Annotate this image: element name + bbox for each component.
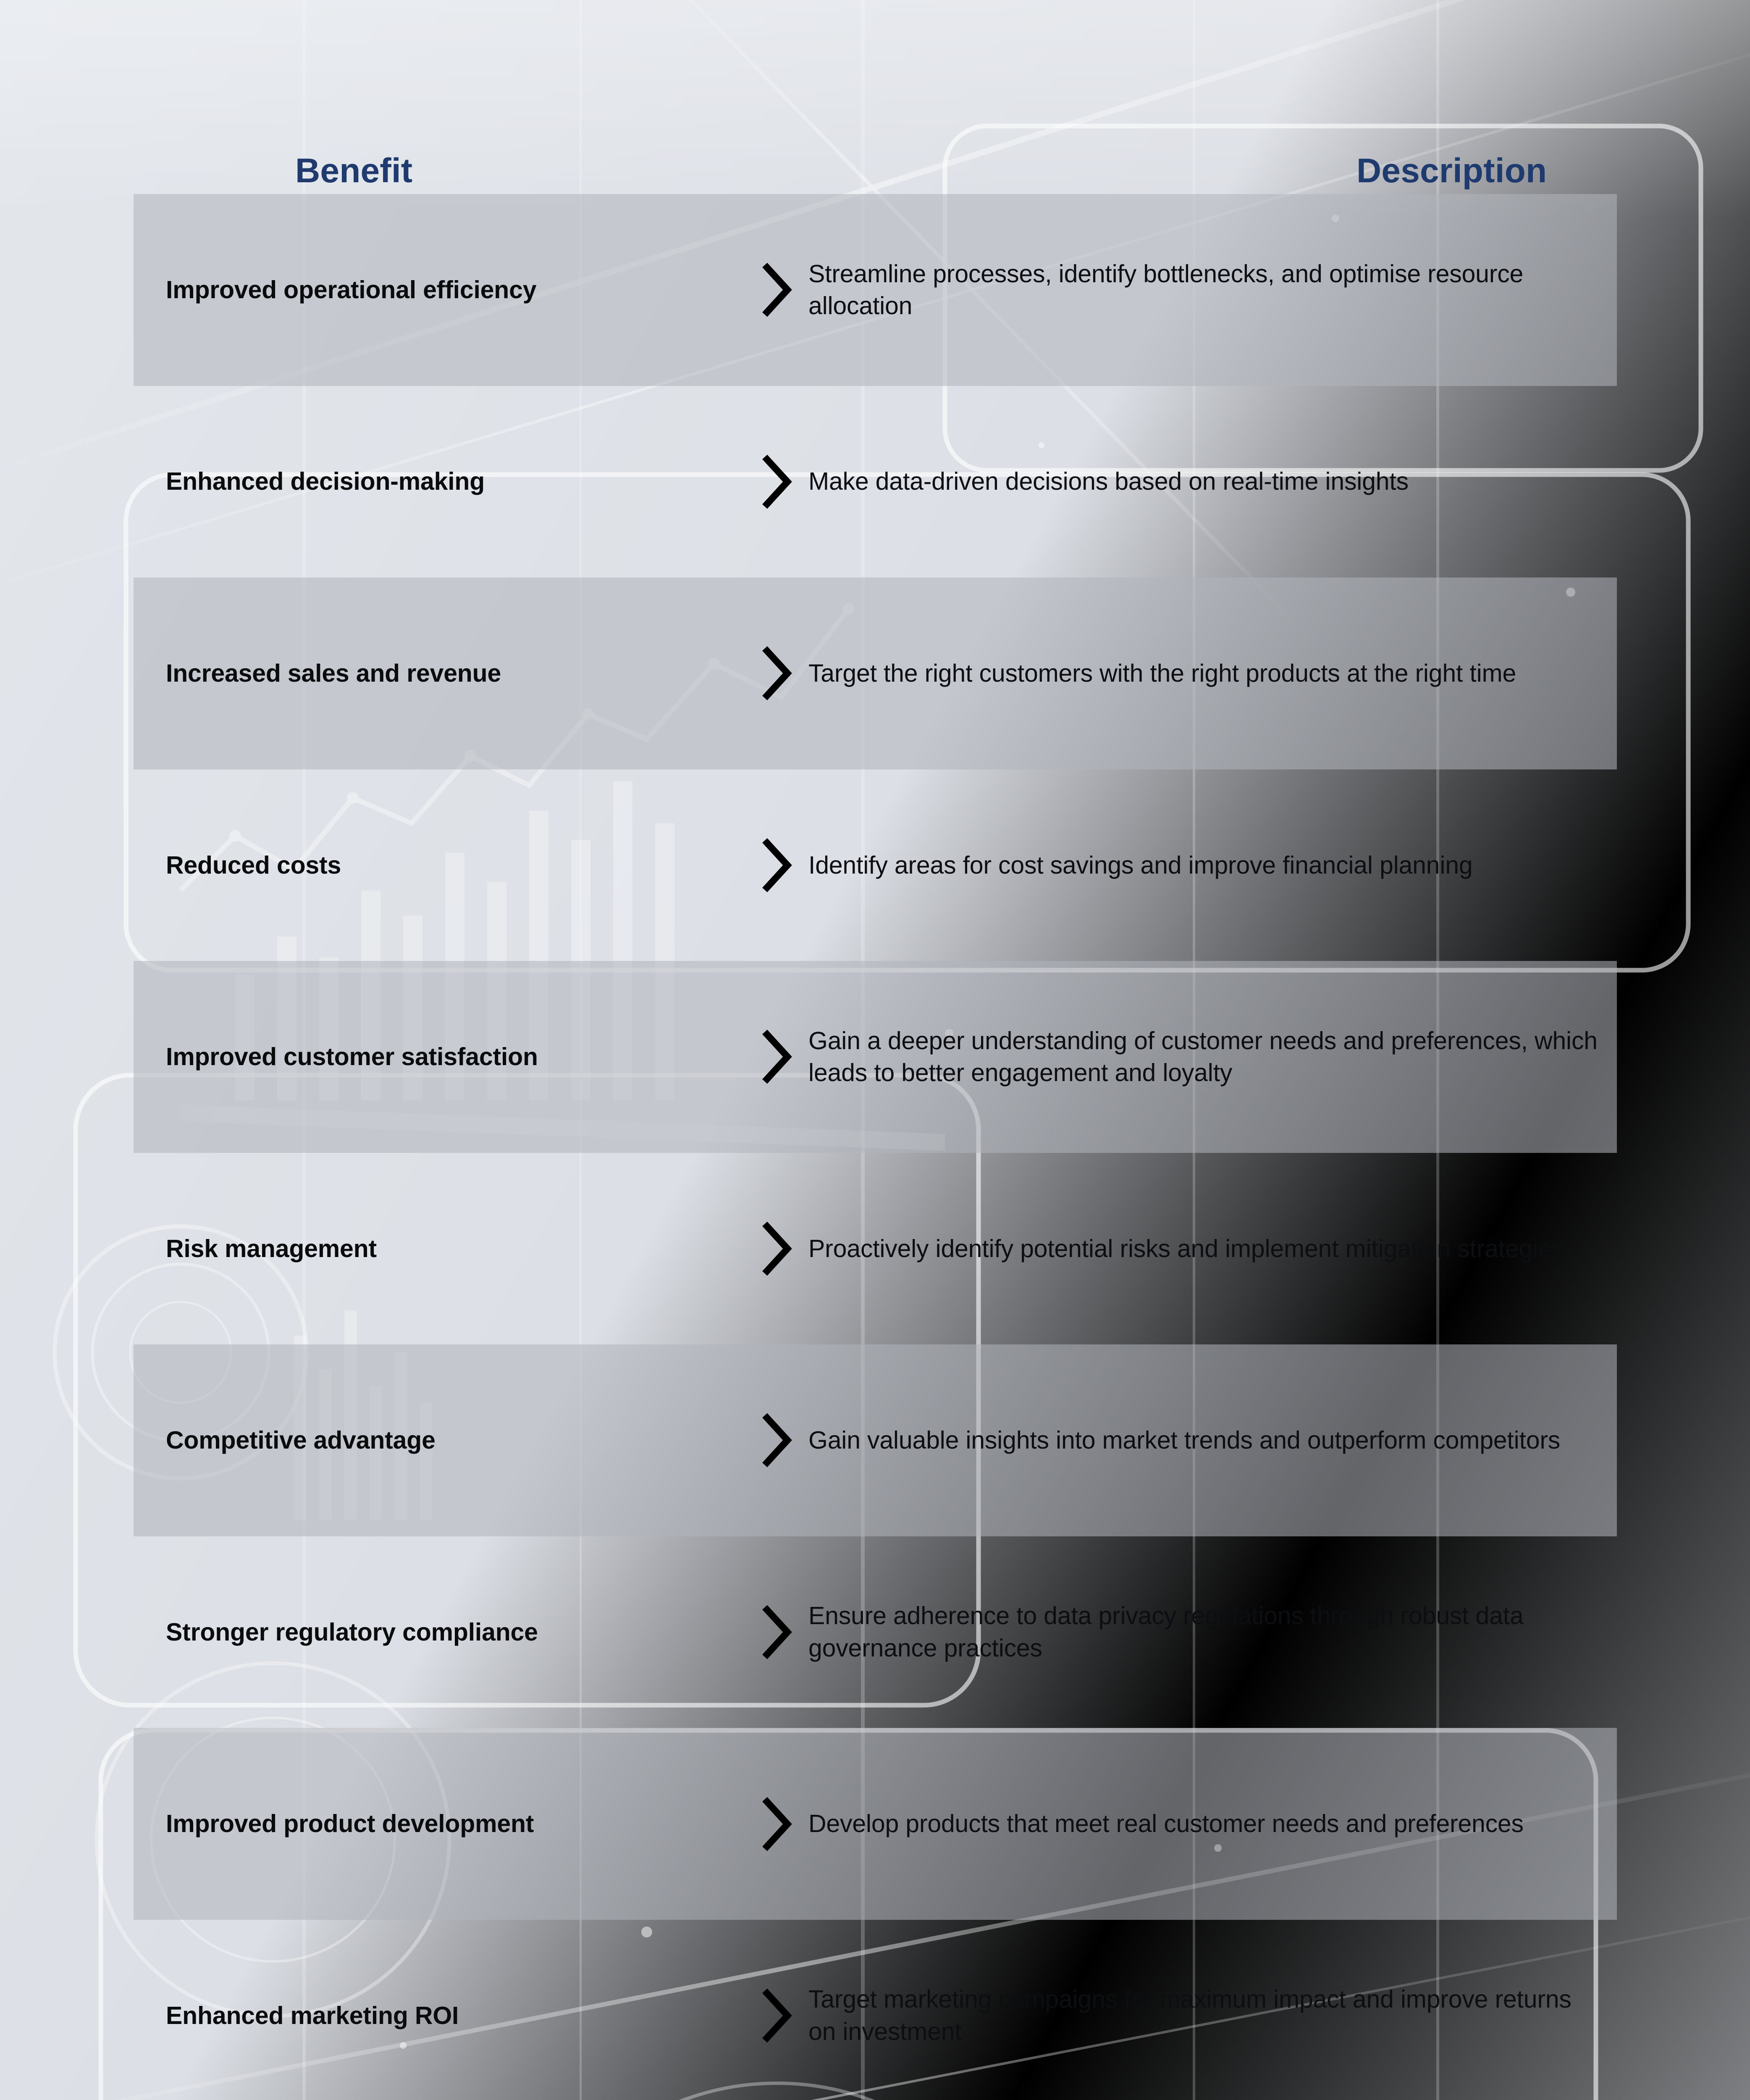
table-row: Enhanced decision-making Make data-driven… [134, 386, 1617, 578]
table-header-row: Benefit Description [134, 82, 1617, 194]
chevron-right-icon [745, 1217, 808, 1280]
description-cell: Make data-driven decisions based on real… [808, 467, 1409, 496]
table-row: Improved product development Develop prod… [134, 1728, 1617, 1920]
description-cell: Target the right customers with the righ… [808, 659, 1516, 687]
table-row: Reduced costs Identify areas for cost sav… [134, 769, 1617, 961]
chevron-right-icon [745, 1793, 808, 1856]
benefits-table: Benefit Description Improved operational… [134, 82, 1617, 2100]
table-row: Competitive advantage Gain valuable insig… [134, 1344, 1617, 1536]
table-row: Improved customer satisfaction Gain a dee… [134, 961, 1617, 1153]
column-header-description: Description [1356, 152, 1547, 190]
benefit-cell: Increased sales and revenue [166, 659, 501, 687]
description-cell: Gain valuable insights into market trend… [808, 1426, 1561, 1454]
table-row: Improved operational efficiency Streamlin… [134, 194, 1617, 386]
benefit-cell: Reduced costs [166, 851, 341, 879]
description-cell: Ensure adherence to data privacy regulat… [808, 1602, 1524, 1662]
benefit-cell: Improved operational efficiency [166, 276, 537, 304]
table-row: Increased sales and revenue Target the ri… [134, 578, 1617, 769]
table-row: Risk management Proactively identify pote… [134, 1153, 1617, 1345]
benefit-cell: Enhanced decision-making [166, 467, 485, 496]
table-row: Stronger regulatory compliance Ensure adh… [134, 1536, 1617, 1728]
table-body: Improved operational efficiency Streamlin… [134, 194, 1617, 2100]
benefit-cell: Risk management [166, 1234, 377, 1263]
benefit-cell: Stronger regulatory compliance [166, 1618, 538, 1646]
description-cell: Gain a deeper understanding of customer … [808, 1026, 1598, 1087]
chevron-right-icon [745, 258, 808, 321]
description-cell: Target marketing campaigns for maximum i… [808, 1985, 1572, 2046]
table-row: Enhanced marketing ROI Target marketing c… [134, 1920, 1617, 2100]
benefit-cell: Improved customer satisfaction [166, 1043, 538, 1071]
benefit-cell: Improved product development [166, 1810, 534, 1838]
chevron-right-icon [745, 450, 808, 513]
chevron-right-icon [745, 642, 808, 705]
chevron-right-icon [745, 1984, 808, 2047]
benefit-cell: Enhanced marketing ROI [166, 2001, 459, 2029]
chevron-right-icon [745, 1409, 808, 1472]
description-cell: Identify areas for cost savings and impr… [808, 851, 1473, 879]
chevron-right-icon [745, 1025, 808, 1088]
column-header-benefit: Benefit [295, 152, 413, 190]
chevron-right-icon [745, 834, 808, 897]
benefit-cell: Competitive advantage [166, 1426, 436, 1454]
description-cell: Proactively identify potential risks and… [808, 1234, 1564, 1263]
description-cell: Streamline processes, identify bottlenec… [808, 260, 1524, 320]
description-cell: Develop products that meet real customer… [808, 1810, 1524, 1838]
chevron-right-icon [745, 1601, 808, 1664]
